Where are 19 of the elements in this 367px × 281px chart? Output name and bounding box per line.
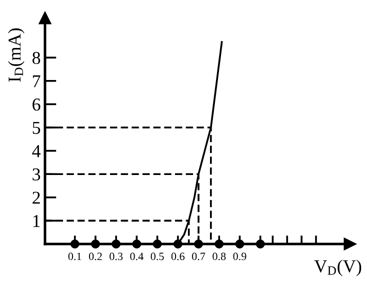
x-tick-label: 0.7 <box>192 252 206 260</box>
y-tick-label: 3 <box>32 168 40 181</box>
x-tick-label: 0.9 <box>233 252 246 260</box>
x-tick-label: 0.1 <box>68 252 82 260</box>
y-tick-label: 8 <box>32 52 40 64</box>
y-tick-label: 2 <box>32 192 40 204</box>
y-axis-title: I$_{D}$(mA) <box>8 28 24 82</box>
y-tick-label: 6 <box>32 98 40 111</box>
x-tick-label: 0.8 <box>212 252 226 260</box>
x-axis-title: V$_{D}$(V) <box>314 260 362 276</box>
x-tick-label: 0.3 <box>110 252 123 260</box>
x-tick-label: 0.6 <box>171 252 185 260</box>
x-tick-label: 0.4 <box>130 252 144 260</box>
y-tick-label: 4 <box>32 145 41 158</box>
y-tick-label: 1 <box>33 215 40 227</box>
x-tick-label: 0.2 <box>88 252 102 260</box>
y-tick-label: 5 <box>32 122 40 134</box>
y-tick-label: 7 <box>32 75 40 88</box>
x-tick-label: 0.5 <box>150 252 164 260</box>
